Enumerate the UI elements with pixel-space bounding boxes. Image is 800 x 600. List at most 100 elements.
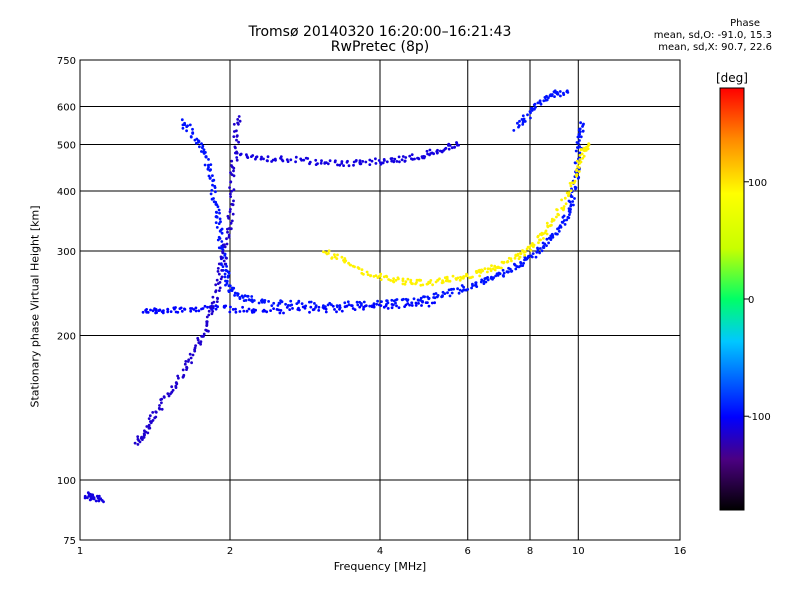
echo-point [229,195,233,199]
echo-point [149,421,153,425]
echo-point [288,308,292,311]
echo-point [545,221,549,225]
echo-point [340,160,344,163]
echo-point [421,283,425,287]
y-tick-label: 600 [57,103,76,114]
echo-point [237,140,241,144]
echo-point [282,311,285,315]
echo-point [146,311,150,314]
echo-point [453,145,456,149]
echo-point [379,272,383,276]
echo-point [218,237,222,240]
echo-point [410,153,414,157]
echo-point [575,141,579,144]
echo-point [415,278,419,282]
echo-point [402,297,405,301]
echo-point [151,411,155,414]
echo-point [166,392,170,395]
echo-point [241,296,245,299]
echo-point [333,253,336,256]
y-tick-label: 100 [57,476,76,487]
echo-point [369,274,373,277]
echo-point [217,272,221,276]
echo-point [542,244,546,248]
echo-point [94,499,98,503]
echo-point [510,259,513,263]
echo-point [497,266,501,269]
echo-point [567,216,571,220]
echo-point [320,159,323,163]
echo-point [482,282,486,285]
echo-point [185,366,189,370]
echo-point [255,155,259,159]
echo-point [244,299,248,302]
echo-point [144,309,148,312]
echo-point [521,120,525,124]
echo-point [474,270,478,273]
echo-point [483,267,487,270]
echo-point [344,259,348,263]
echo-point [412,297,416,301]
echo-point [543,231,547,235]
echo-point [559,94,562,98]
echo-point [550,220,554,223]
echo-point [579,160,583,164]
echo-point [406,277,410,281]
echo-point [157,406,161,410]
echo-point [518,119,521,123]
echo-point [290,303,294,307]
echo-point [395,160,399,163]
echo-point [385,299,389,303]
echo-point [197,140,200,144]
echo-point [229,171,232,175]
echo-point [96,496,100,500]
echo-point [361,160,365,163]
echo-point [196,338,200,342]
echo-point [441,279,444,283]
echo-point [209,306,212,309]
echo-point [392,160,395,163]
echo-point [158,308,162,312]
echo-point [289,299,293,303]
echo-point [200,150,203,153]
echo-point [252,299,256,302]
echo-point [148,414,152,418]
echo-point [327,252,330,255]
echo-point [324,310,328,314]
echo-point [563,223,567,226]
phase-stats-x: mean, sd,X: 90.7, 22.6 [658,42,772,53]
echo-point [564,202,568,206]
echo-point [167,394,171,398]
echo-point [470,286,473,290]
echo-point [183,362,187,366]
echo-point [397,155,401,159]
echo-point [577,166,581,169]
echo-point [429,152,432,155]
echo-point [206,305,209,309]
echo-point [158,404,161,407]
echo-point [398,160,401,164]
colorbar-tick-label: 0 [748,295,754,306]
echo-point [204,155,208,159]
echo-point [330,257,334,260]
echo-point [250,298,254,302]
echo-point [88,498,92,502]
echo-point [297,306,300,310]
echo-point [193,348,197,351]
echo-point [314,158,318,162]
echo-point [83,494,87,498]
echo-point [230,164,233,167]
echo-point [226,227,229,231]
echo-point [189,356,193,360]
echo-point [201,307,205,310]
echo-point [207,309,211,313]
echo-point [528,110,532,113]
echo-point [489,267,492,271]
echo-point [557,229,561,233]
echo-point [510,269,514,273]
echo-point [226,274,230,278]
echo-point [417,299,420,302]
echo-point [397,306,401,309]
echo-point [577,133,581,136]
echo-point [270,160,273,163]
